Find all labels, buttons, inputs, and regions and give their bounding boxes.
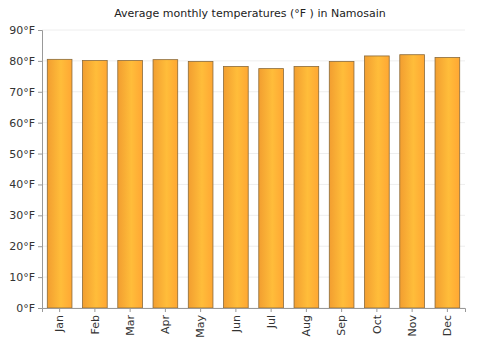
- x-tick: Sep: [335, 308, 348, 336]
- x-tick-label: May: [194, 315, 207, 338]
- x-tick: Dec: [441, 308, 454, 336]
- y-tick-label: 0°F: [16, 302, 35, 315]
- x-tick-label: Nov: [406, 315, 419, 337]
- x-tick-mark: [59, 308, 60, 312]
- x-tick-mark: [376, 308, 377, 312]
- y-tick: 60°F: [9, 117, 42, 130]
- bars: [47, 55, 459, 308]
- bar: [83, 61, 108, 308]
- y-tick-mark: [38, 61, 42, 62]
- x-tick-mark: [306, 308, 307, 312]
- y-tick: 20°F: [9, 240, 42, 253]
- bar: [259, 69, 284, 308]
- bar: [365, 56, 390, 308]
- x-tick-label: Jul: [265, 315, 278, 329]
- x-tick-label: Jan: [53, 315, 66, 333]
- x-tick: Apr: [159, 308, 172, 334]
- x-tick-mark: [341, 308, 342, 312]
- y-tick-label: 90°F: [9, 24, 35, 37]
- y-tick-mark: [38, 123, 42, 124]
- x-tick-mark: [200, 308, 201, 312]
- bar: [435, 57, 460, 308]
- y-tick-mark: [38, 30, 42, 31]
- bar: [224, 66, 249, 308]
- y-tick-label: 70°F: [9, 86, 35, 99]
- chart: 0°F 10°F 20°F 30°F 40°F 50°F 60°F 70°F 80°F 90°F J…: [0, 0, 500, 350]
- x-tick-mark: [235, 308, 236, 312]
- y-tick-mark: [38, 215, 42, 216]
- y-tick-label: 80°F: [9, 55, 35, 68]
- x-tick-label: Oct: [371, 314, 384, 334]
- bar: [47, 59, 72, 308]
- plot: 0°F 10°F 20°F 30°F 40°F 50°F 60°F 70°F 80°F 90°F J…: [9, 24, 465, 338]
- y-axis-line: [38, 31, 43, 309]
- x-tick: Aug: [300, 308, 313, 336]
- y-tick-mark: [38, 184, 42, 185]
- x-tick: Nov: [406, 308, 419, 336]
- y-tick-label: 40°F: [9, 178, 35, 191]
- x-tick-label: Sep: [335, 315, 348, 336]
- y-tick: 90°F: [9, 24, 42, 37]
- y-tick-mark: [38, 277, 42, 278]
- bar: [294, 66, 319, 308]
- y-tick-label: 50°F: [9, 148, 35, 161]
- grid: [42, 30, 465, 308]
- bar: [118, 61, 143, 308]
- y-tick-label: 60°F: [9, 117, 35, 130]
- grid-line: [42, 30, 465, 31]
- x-tick-mark: [94, 308, 95, 312]
- x-tick: Jun: [230, 308, 243, 333]
- y-tick: 40°F: [9, 178, 42, 191]
- x-tick: Jan: [53, 308, 66, 333]
- y-tick: 50°F: [9, 148, 42, 161]
- x-tick-label: Mar: [124, 315, 137, 336]
- x-tick-mark: [271, 308, 272, 312]
- y-tick: 0°F: [16, 302, 42, 315]
- x-tick-label: Dec: [441, 315, 454, 336]
- y-tick: 10°F: [9, 271, 42, 284]
- x-tick: May: [194, 308, 207, 338]
- y-tick: 70°F: [9, 86, 42, 99]
- y-tick-mark: [38, 246, 42, 247]
- y-tick-label: 10°F: [9, 271, 35, 284]
- x-tick: Mar: [124, 308, 137, 336]
- y-tick: 30°F: [9, 209, 42, 222]
- y-tick-mark: [38, 308, 42, 309]
- x-tick: Jul: [265, 308, 278, 329]
- x-tick-label: Jun: [230, 315, 243, 333]
- y-tick-label: 20°F: [9, 240, 35, 253]
- x-axis: Jan Feb Mar Apr May Jun Jul Aug Sep Oct Nov Dec: [43, 308, 466, 338]
- x-tick-mark: [130, 308, 131, 312]
- y-axis: 0°F 10°F 20°F 30°F 40°F 50°F 60°F 70°F 80°F 90°F: [9, 24, 42, 315]
- y-tick-mark: [38, 154, 42, 155]
- y-tick-label: 30°F: [9, 209, 35, 222]
- x-tick-mark: [447, 308, 448, 312]
- x-tick: Feb: [89, 308, 102, 334]
- x-tick-label: Aug: [300, 315, 313, 336]
- x-tick-mark: [165, 308, 166, 312]
- y-tick-mark: [38, 92, 42, 93]
- bar: [153, 60, 178, 308]
- y-tick: 80°F: [9, 55, 42, 68]
- x-tick: Oct: [371, 308, 384, 334]
- bar: [329, 62, 354, 308]
- title: Average monthly temperatures (°F ) in Na…: [114, 7, 386, 20]
- bar: [188, 62, 213, 308]
- bar: [400, 55, 425, 308]
- x-axis-line: [43, 309, 466, 313]
- x-tick-mark: [412, 308, 413, 312]
- x-tick-label: Apr: [159, 315, 172, 335]
- x-tick-label: Feb: [89, 315, 102, 334]
